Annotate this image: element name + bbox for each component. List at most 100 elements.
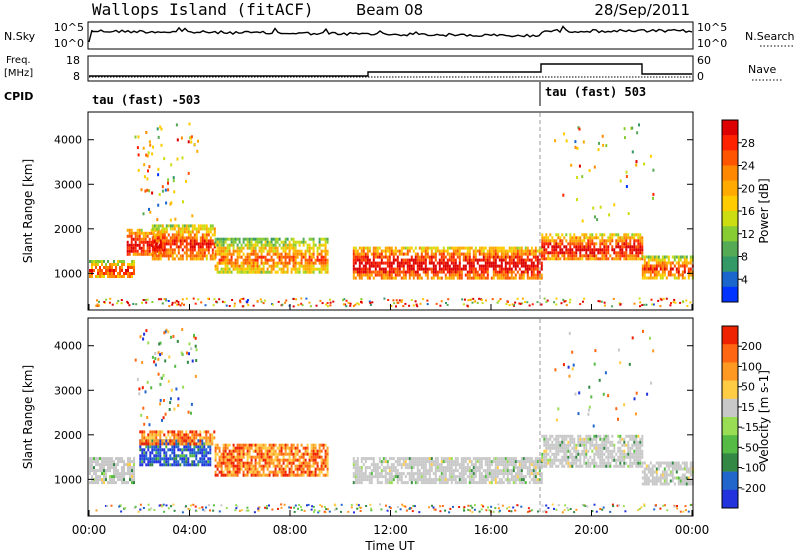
- echo-cell: [275, 241, 277, 244]
- echo-cell: [313, 444, 315, 447]
- echo-cell: [289, 244, 291, 247]
- echo-cell: [471, 469, 473, 472]
- echo-cell: [607, 456, 609, 459]
- echo-cell: [303, 241, 305, 244]
- echo-cell: [515, 268, 517, 271]
- echo-cell: [401, 463, 403, 466]
- echo-cell: [381, 271, 383, 274]
- echo-cell: [275, 262, 277, 265]
- echo-cell: [611, 444, 613, 447]
- echo-cell: [411, 265, 413, 268]
- echo-cell: [144, 190, 146, 193]
- echo-cell: [141, 460, 143, 463]
- echo-cell: [132, 303, 134, 305]
- echo-cell: [99, 466, 101, 469]
- echo-cell: [166, 224, 168, 227]
- echo-cell: [317, 250, 319, 253]
- echo-cell: [597, 447, 599, 450]
- echo-cell: [277, 462, 279, 465]
- echo-cell: [599, 453, 601, 456]
- echo-cell: [650, 274, 652, 277]
- echo-cell: [147, 448, 149, 451]
- echo-cell: [529, 250, 531, 253]
- echo-cell: [619, 462, 621, 465]
- echo-cell: [91, 260, 93, 263]
- echo-cell: [109, 457, 111, 460]
- echo-cell: [158, 251, 160, 254]
- echo-cell: [527, 457, 529, 460]
- echo-cell: [373, 247, 375, 250]
- echo-cell: [469, 268, 471, 271]
- echo-cell: [205, 304, 207, 306]
- echo-cell: [157, 173, 159, 176]
- echo-cell: [91, 475, 93, 478]
- echo-cell: [451, 466, 453, 469]
- echo-cell: [423, 262, 425, 265]
- echo-cell: [457, 253, 459, 256]
- echo-cell: [237, 247, 239, 250]
- echo-cell: [467, 466, 469, 469]
- echo-cell: [109, 269, 111, 272]
- echo-cell: [544, 298, 546, 300]
- echo-cell: [202, 251, 204, 254]
- echo-cell: [307, 444, 309, 447]
- echo-cell: [259, 447, 261, 450]
- echo-cell: [148, 165, 150, 168]
- echo-cell: [515, 274, 517, 277]
- echo-cell: [429, 256, 431, 259]
- echo-cell: [257, 471, 259, 474]
- echo-cell: [157, 451, 159, 454]
- echo-cell: [561, 248, 563, 251]
- echo-cell: [627, 441, 629, 444]
- echo-cell: [533, 466, 535, 469]
- echo-cell: [563, 245, 565, 248]
- echo-cell: [469, 481, 471, 484]
- echo-cell: [443, 253, 445, 256]
- echo-cell: [567, 447, 569, 450]
- echo-cell: [135, 253, 137, 256]
- echo-cell: [535, 460, 537, 463]
- echo-cell: [437, 277, 439, 280]
- echo-cell: [217, 474, 219, 477]
- echo-cell: [605, 444, 607, 447]
- echo-cell: [609, 462, 611, 465]
- echo-cell: [577, 257, 579, 260]
- echo-cell: [419, 268, 421, 271]
- echo-cell: [379, 268, 381, 271]
- echo-cell: [193, 442, 195, 445]
- echo-cell: [211, 436, 213, 439]
- echo-cell: [261, 450, 263, 453]
- echo-cell: [233, 244, 235, 247]
- echo-cell: [549, 239, 551, 242]
- echo-cell: [527, 271, 529, 274]
- echo-cell: [413, 250, 415, 253]
- echo-cell: [359, 478, 361, 481]
- echo-cell: [321, 256, 323, 259]
- echo-cell: [585, 462, 587, 465]
- echo-cell: [639, 257, 641, 260]
- echo-cell: [425, 457, 427, 460]
- echo-cell: [307, 447, 309, 450]
- echo-cell: [151, 192, 153, 195]
- echo-cell: [99, 260, 101, 263]
- echo-cell: [215, 465, 217, 468]
- echo-cell: [101, 481, 103, 484]
- echo-cell: [417, 469, 419, 472]
- echo-cell: [196, 251, 198, 254]
- echo-cell: [537, 478, 539, 481]
- echo-cell: [621, 453, 623, 456]
- echo-cell: [551, 251, 553, 254]
- echo-cell: [575, 459, 577, 462]
- echo-cell: [141, 302, 143, 304]
- echo-cell: [441, 250, 443, 253]
- echo-cell: [164, 230, 166, 233]
- echo-cell: [587, 450, 589, 453]
- echo-cell: [283, 456, 285, 459]
- echo-cell: [279, 238, 281, 241]
- echo-cell: [97, 469, 99, 472]
- echo-cell: [125, 472, 127, 475]
- echo-cell: [635, 239, 637, 242]
- echo-cell: [493, 472, 495, 475]
- echo-cell: [191, 135, 193, 138]
- echo-cell: [501, 481, 503, 484]
